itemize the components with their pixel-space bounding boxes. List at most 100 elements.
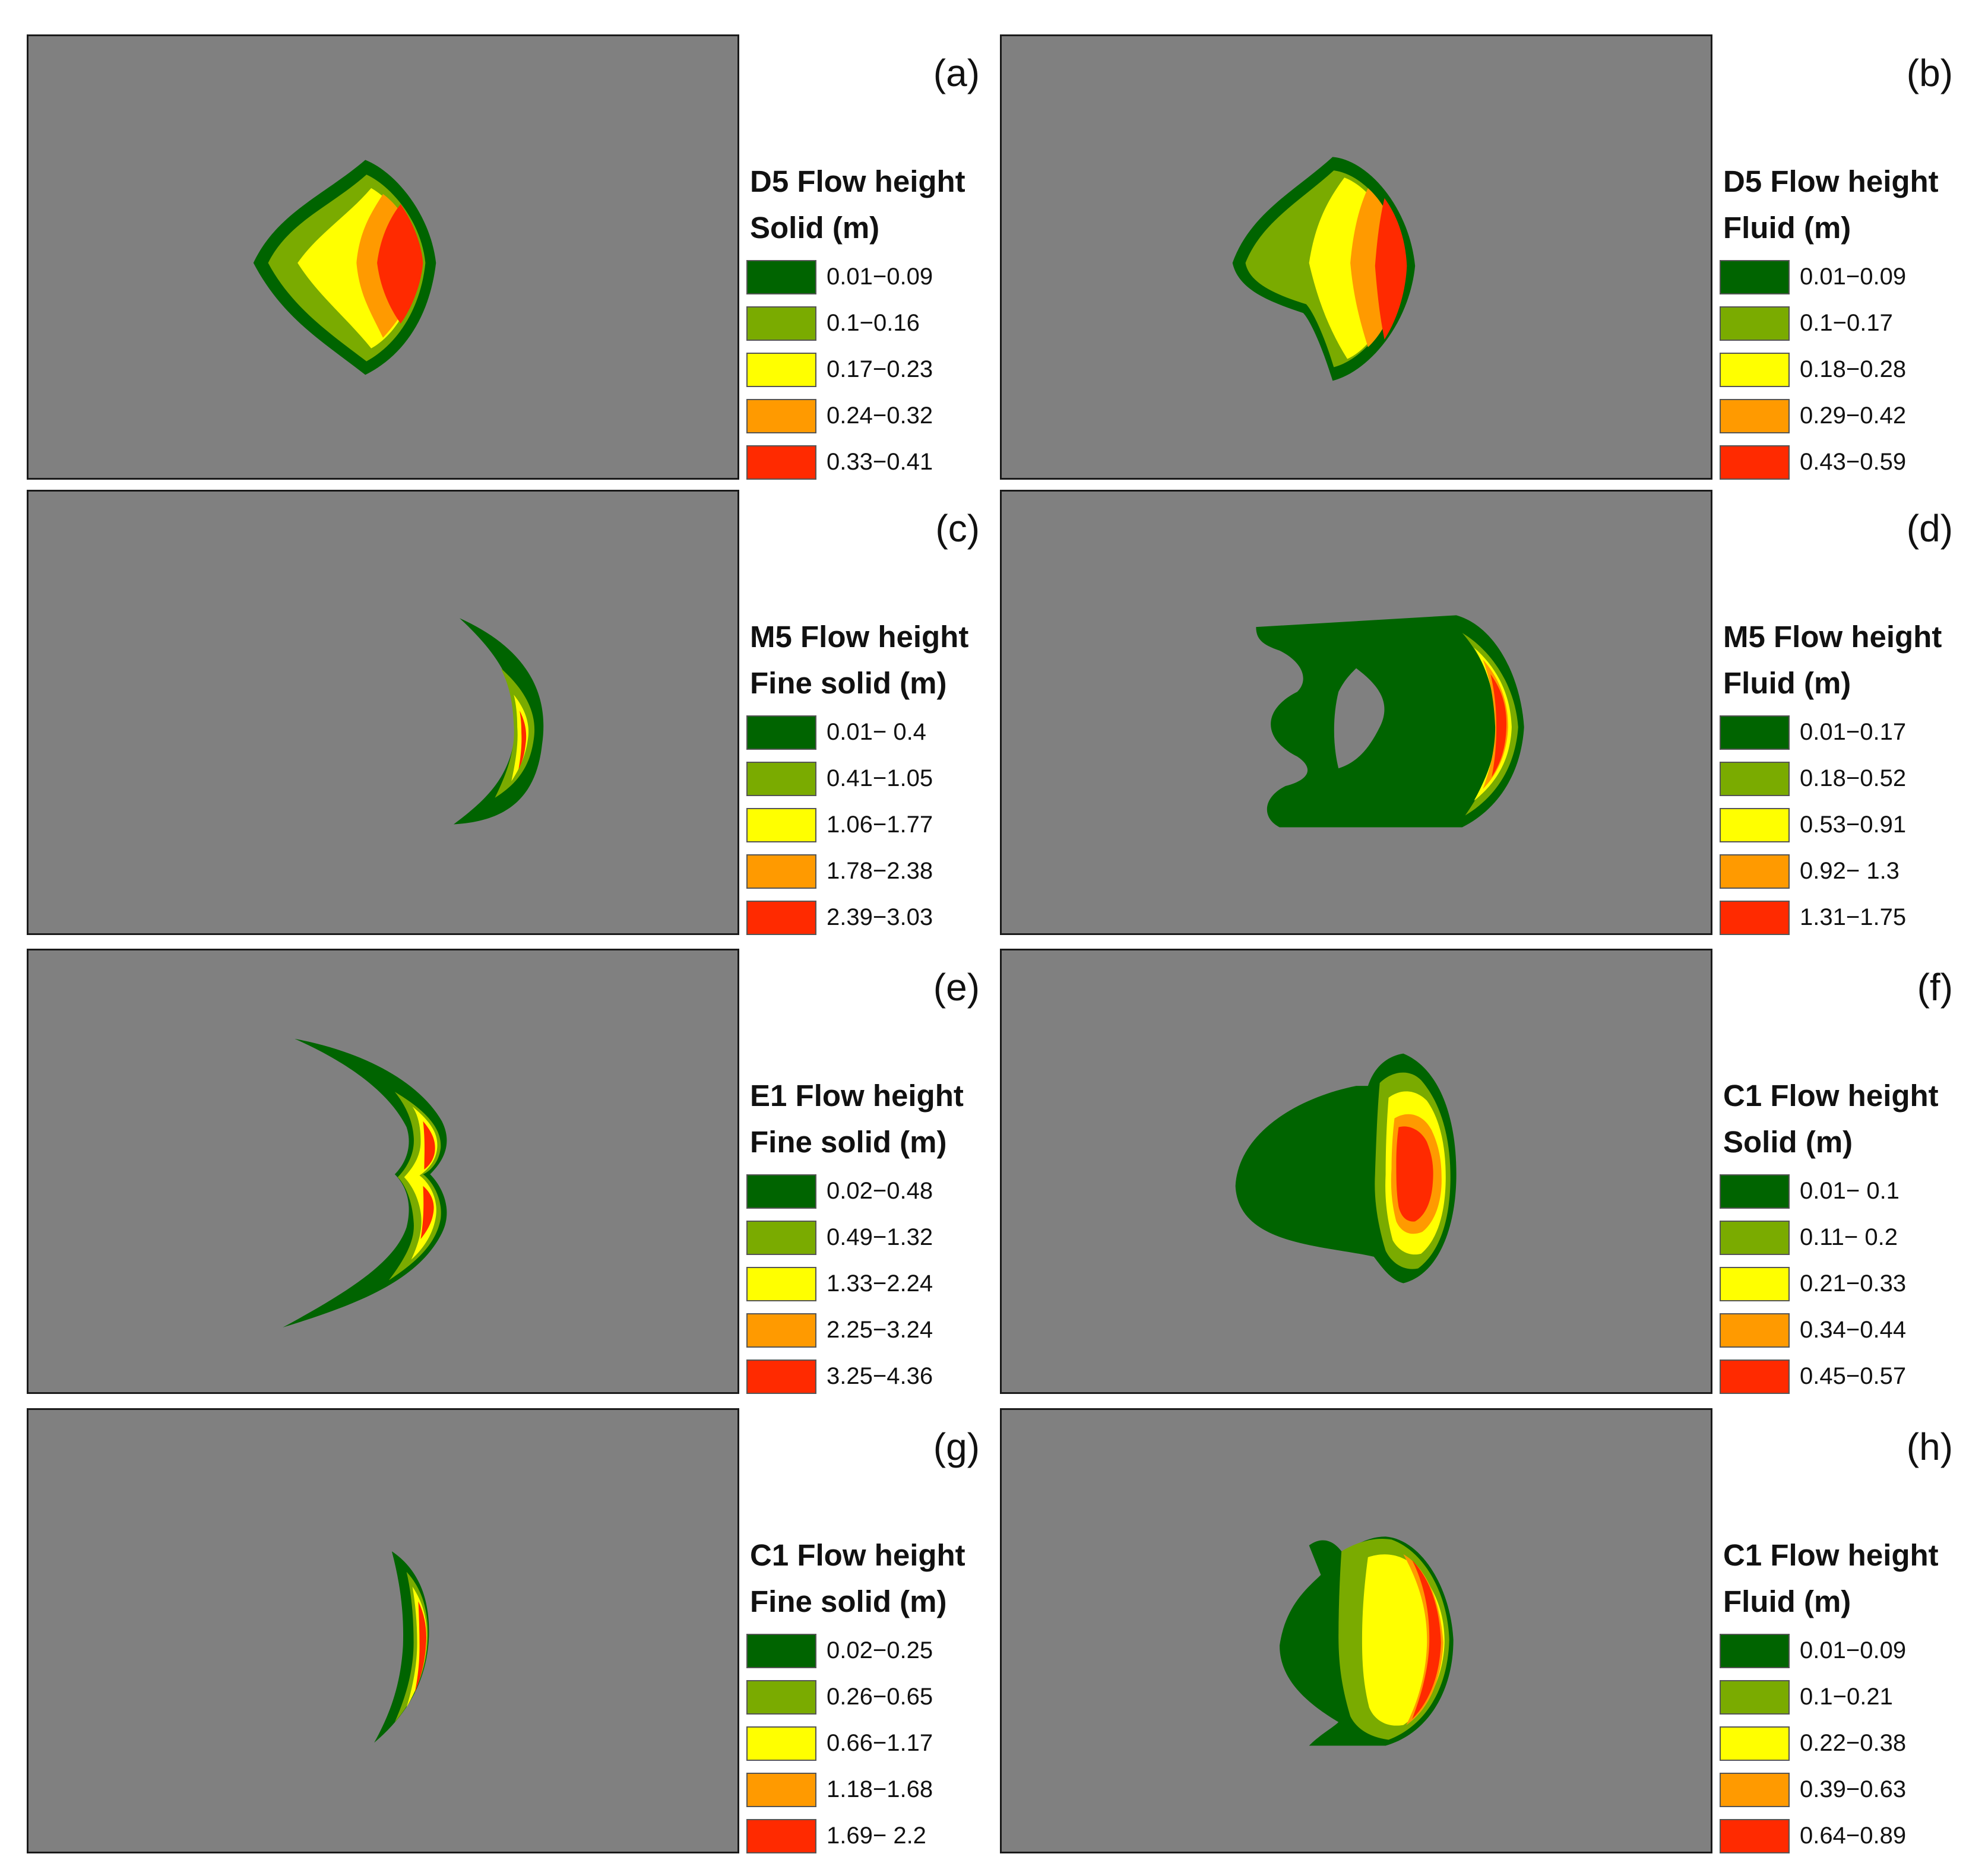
zone-4 bbox=[420, 1121, 435, 1240]
legend-swatch bbox=[1720, 808, 1790, 842]
legend-class-label: 0.34−0.44 bbox=[1800, 1317, 1907, 1343]
legend-subtitle: Fine solid (m) bbox=[750, 1585, 947, 1618]
legend-swatch bbox=[1720, 445, 1790, 480]
legend-class-label: 1.18−1.68 bbox=[827, 1776, 933, 1802]
map-f bbox=[1000, 949, 1712, 1394]
zone-2 bbox=[1474, 647, 1512, 801]
flow-map-g bbox=[374, 1551, 429, 1743]
zone-4 bbox=[1412, 1560, 1441, 1719]
zone-4 bbox=[1375, 198, 1407, 340]
flow-map-f bbox=[1235, 1053, 1457, 1284]
legend-swatch bbox=[746, 854, 816, 889]
legend-swatch bbox=[746, 445, 816, 480]
legend-class-label: 0.45−0.57 bbox=[1800, 1363, 1907, 1389]
legend-class-label: 0.22−0.38 bbox=[1800, 1730, 1907, 1756]
legend-swatch bbox=[1720, 1221, 1790, 1255]
legend-class-label: 0.39−0.63 bbox=[1800, 1776, 1907, 1802]
legend-class-label: 0.26−0.65 bbox=[827, 1684, 933, 1710]
legend-class-label: 0.02−0.25 bbox=[827, 1637, 933, 1663]
zone-4 bbox=[1396, 1126, 1433, 1222]
panel-label: (b) bbox=[1906, 52, 1953, 94]
zone-1 bbox=[495, 668, 535, 798]
legend-swatch bbox=[746, 1221, 816, 1255]
legend-class-label: 0.11− 0.2 bbox=[1800, 1224, 1898, 1250]
zone-0 bbox=[1256, 615, 1524, 828]
legend-swatch bbox=[1720, 1313, 1790, 1348]
map-e bbox=[27, 949, 739, 1394]
zone-4 bbox=[377, 204, 423, 324]
flow-map-d bbox=[1256, 615, 1524, 828]
panel-label: (a) bbox=[933, 52, 980, 94]
legend-class-label: 2.39−3.03 bbox=[827, 904, 933, 930]
legend-class-label: 0.01−0.17 bbox=[1800, 719, 1907, 745]
legend-subtitle: Fine solid (m) bbox=[750, 1125, 947, 1159]
legend-swatch bbox=[1720, 762, 1790, 796]
legend-swatch bbox=[746, 1313, 816, 1348]
legend-swatch bbox=[746, 762, 816, 796]
legend-class-label: 0.02−0.48 bbox=[827, 1178, 933, 1204]
legend-class-label: 0.24−0.32 bbox=[827, 403, 933, 429]
panel-label: (c) bbox=[935, 507, 980, 550]
legend-class-label: 0.1−0.21 bbox=[1800, 1684, 1893, 1710]
legend-swatch bbox=[1720, 1726, 1790, 1761]
legend-swatch bbox=[746, 1174, 816, 1209]
zone-2 bbox=[511, 695, 529, 782]
legend-swatch bbox=[746, 353, 816, 387]
map-c bbox=[27, 490, 739, 935]
legend-subtitle: Fluid (m) bbox=[1723, 1585, 1851, 1618]
legend-class-label: 0.01−0.09 bbox=[1800, 1637, 1907, 1663]
legend-title: E1 Flow height bbox=[750, 1079, 964, 1113]
legend-class-label: 0.1−0.16 bbox=[827, 310, 920, 336]
legend-swatch bbox=[1720, 901, 1790, 935]
legend-class-label: 0.21−0.33 bbox=[1800, 1270, 1907, 1297]
legend-swatch bbox=[746, 1726, 816, 1761]
legend-class-label: 0.43−0.59 bbox=[1800, 449, 1907, 475]
zone-1 bbox=[1462, 633, 1518, 816]
legend-class-label: 0.18−0.52 bbox=[1800, 765, 1907, 791]
legend-swatch bbox=[746, 1819, 816, 1853]
legend-swatch bbox=[1720, 1360, 1790, 1394]
map-h bbox=[1000, 1408, 1712, 1853]
zone-3 bbox=[1483, 659, 1508, 789]
legend-title: C1 Flow height bbox=[750, 1538, 965, 1572]
legend-swatch bbox=[1720, 1634, 1790, 1668]
legend-class-label: 0.53−0.91 bbox=[1800, 812, 1907, 838]
legend-title: C1 Flow height bbox=[1723, 1079, 1939, 1113]
legend-title: D5 Flow height bbox=[750, 164, 965, 198]
legend-swatch bbox=[1720, 1267, 1790, 1301]
legend-swatch bbox=[1720, 399, 1790, 433]
legend-subtitle: Solid (m) bbox=[1723, 1125, 1853, 1159]
legend-class-label: 2.25−3.24 bbox=[827, 1317, 933, 1343]
legend-class-label: 0.29−0.42 bbox=[1800, 403, 1907, 429]
legend-title: C1 Flow height bbox=[1723, 1538, 1939, 1572]
legend-swatch bbox=[1720, 854, 1790, 889]
zone-4 bbox=[1490, 674, 1507, 778]
map-d bbox=[1000, 490, 1712, 935]
map-g bbox=[27, 1408, 739, 1853]
zone-gap bbox=[1334, 668, 1385, 769]
legend-class-label: 1.78−2.38 bbox=[827, 858, 933, 884]
flow-map-h bbox=[1280, 1536, 1454, 1746]
legend-swatch bbox=[1720, 260, 1790, 294]
legend-class-label: 3.25−4.36 bbox=[827, 1363, 933, 1389]
map-a bbox=[27, 34, 739, 480]
legend-class-label: 0.1−0.17 bbox=[1800, 310, 1893, 336]
map-b bbox=[1000, 34, 1712, 480]
legend-swatch bbox=[1720, 306, 1790, 341]
legend-swatch bbox=[746, 808, 816, 842]
legend-swatch bbox=[746, 1680, 816, 1715]
legend-swatch bbox=[746, 1360, 816, 1394]
legend-swatch bbox=[1720, 715, 1790, 750]
legend-swatch bbox=[746, 1634, 816, 1668]
zone-4 bbox=[518, 711, 527, 770]
panel-label: (d) bbox=[1906, 507, 1953, 550]
legend-swatch bbox=[1720, 353, 1790, 387]
panel-label: (g) bbox=[933, 1425, 980, 1468]
legend-swatch bbox=[746, 260, 816, 294]
legend-class-label: 0.01− 0.1 bbox=[1800, 1178, 1899, 1204]
legend-class-label: 0.01−0.09 bbox=[827, 264, 933, 290]
panel-label: (h) bbox=[1906, 1425, 1953, 1468]
legend-swatch bbox=[746, 1773, 816, 1807]
legend-class-label: 0.01− 0.4 bbox=[827, 719, 926, 745]
